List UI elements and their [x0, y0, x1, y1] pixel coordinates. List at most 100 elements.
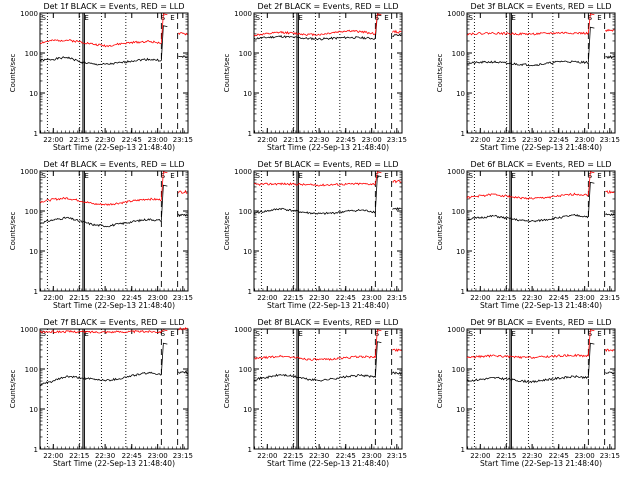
y-tick-label: 10 — [29, 90, 38, 98]
x-tick-label: 23:00 — [148, 294, 168, 302]
x-tick-label: 23:15 — [387, 136, 407, 144]
marker-label-s: S — [468, 330, 473, 338]
x-tick-label: 22:30 — [522, 452, 542, 460]
plot-title: Det 5f BLACK = Events, RED = LLD — [257, 160, 398, 169]
plot-frame — [253, 170, 403, 292]
plot-frame — [466, 170, 616, 292]
x-tick-label: 22:15 — [69, 136, 89, 144]
series-tail — [392, 33, 402, 37]
x-tick-label: 22:00 — [470, 294, 490, 302]
plot-title: Det 1f BLACK = Events, RED = LLD — [43, 2, 184, 11]
plot-title: Det 3f BLACK = Events, RED = LLD — [470, 2, 611, 11]
x-tick-label: 22:30 — [95, 294, 115, 302]
marker-label-e: E — [597, 330, 601, 338]
x-axis-label: Start Time (22-Sep-13 21:48:40) — [267, 301, 389, 310]
x-tick-label: 22:45 — [549, 294, 569, 302]
plot-title: Det 7f BLACK = Events, RED = LLD — [43, 318, 184, 327]
series-line-events — [466, 213, 589, 223]
x-tick-label: 22:00 — [43, 294, 63, 302]
x-tick-label: 23:00 — [575, 136, 595, 144]
y-tick-label: 1 — [461, 288, 465, 296]
y-axis-label: Counts/sec — [436, 54, 444, 93]
x-tick-label: 22:15 — [283, 136, 303, 144]
y-tick-label: 1000 — [20, 10, 38, 18]
y-tick-label: 1 — [461, 446, 465, 454]
series-tail — [178, 213, 188, 218]
marker-label-s: S — [468, 172, 473, 180]
y-axis-label: Counts/sec — [9, 370, 17, 409]
series-spike — [587, 329, 595, 357]
x-tick-label: 23:15 — [173, 294, 193, 302]
x-tick-label: 22:15 — [496, 452, 516, 460]
series-tail — [605, 348, 615, 353]
marker-label-e: E — [597, 172, 601, 180]
x-tick-label: 22:30 — [95, 452, 115, 460]
y-tick-label: 1 — [248, 446, 252, 454]
detector-plot-5: Det 5f BLACK = Events, RED = LLD 1 10 100 10… — [223, 160, 407, 310]
y-tick-label: 100 — [25, 366, 38, 374]
y-tick-label: 1000 — [447, 168, 465, 176]
x-tick-label: 22:15 — [496, 136, 516, 144]
series-tail — [392, 207, 402, 211]
plot-frame — [253, 12, 403, 134]
y-tick-label: 10 — [243, 248, 252, 256]
marker-label-e: E — [511, 330, 515, 338]
series-tail — [605, 213, 615, 217]
x-tick-label: 22:45 — [336, 294, 356, 302]
x-tick-label: 22:45 — [336, 136, 356, 144]
series-spike — [160, 342, 168, 375]
series-line-events — [466, 60, 589, 67]
x-tick-label: 22:00 — [257, 452, 277, 460]
plot-title: Det 2f BLACK = Events, RED = LLD — [257, 2, 398, 11]
x-tick-label: 22:00 — [257, 294, 277, 302]
marker-label-s: S — [255, 14, 260, 22]
x-tick-label: 23:00 — [148, 136, 168, 144]
series-spike — [160, 171, 168, 200]
x-tick-label: 22:45 — [336, 452, 356, 460]
x-tick-label: 23:15 — [600, 294, 620, 302]
y-tick-label: 10 — [29, 248, 38, 256]
series-line-lld — [466, 192, 589, 200]
marker-label-e: E — [170, 172, 174, 180]
series-line-events — [253, 373, 376, 382]
x-tick-label: 23:00 — [575, 294, 595, 302]
marker-label-e: E — [511, 172, 515, 180]
x-tick-label: 22:30 — [95, 136, 115, 144]
plot-frame — [466, 328, 616, 450]
y-axis-label: Counts/sec — [223, 370, 231, 409]
plot-frame — [466, 12, 616, 134]
series-tail — [392, 371, 402, 375]
y-tick-label: 100 — [452, 50, 465, 58]
series-spike — [587, 171, 595, 196]
x-axis-label: Start Time (22-Sep-13 21:48:40) — [267, 143, 389, 152]
series-line-events — [39, 56, 162, 66]
y-tick-label: 1 — [248, 130, 252, 138]
x-axis-label: Start Time (22-Sep-13 21:48:40) — [267, 459, 389, 468]
y-tick-label: 1 — [248, 288, 252, 296]
series-tail — [178, 326, 188, 331]
y-tick-label: 100 — [25, 208, 38, 216]
series-tail — [178, 371, 188, 375]
x-tick-label: 22:00 — [43, 136, 63, 144]
series-spike — [160, 184, 168, 221]
x-tick-label: 22:15 — [283, 452, 303, 460]
marker-label-s: S — [41, 172, 46, 180]
marker-label-e: E — [597, 14, 601, 22]
plot-title: Det 4f BLACK = Events, RED = LLD — [43, 160, 184, 169]
plot-title: Det 6f BLACK = Events, RED = LLD — [470, 160, 611, 169]
series-line-events — [39, 216, 162, 228]
y-tick-label: 1 — [34, 288, 38, 296]
series-tail — [392, 179, 402, 184]
y-axis-label: Counts/sec — [9, 54, 17, 93]
y-axis-label: Counts/sec — [436, 212, 444, 251]
x-tick-label: 23:15 — [173, 452, 193, 460]
series-spike — [587, 342, 595, 378]
y-tick-label: 10 — [456, 248, 465, 256]
series-spike — [374, 13, 382, 34]
x-tick-label: 23:00 — [575, 452, 595, 460]
y-axis-label: Counts/sec — [223, 54, 231, 93]
x-tick-label: 23:15 — [387, 452, 407, 460]
x-tick-label: 22:15 — [69, 294, 89, 302]
series-line-lld — [39, 196, 162, 206]
detector-plot-9: Det 9f BLACK = Events, RED = LLD 1 10 100 10… — [436, 318, 620, 468]
